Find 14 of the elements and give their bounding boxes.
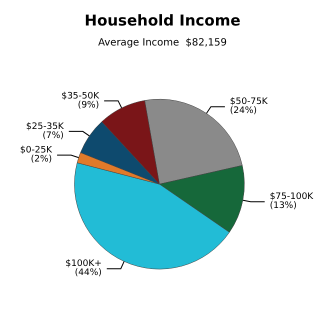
data-label: (9%) (78, 100, 100, 110)
chart-title: Household Income (84, 12, 240, 30)
slice-label: $35-50K (61, 91, 100, 102)
slice-label: $25-35K (26, 122, 65, 132)
data-label: (24%) (230, 106, 257, 116)
slice-label: $75-100K (270, 192, 314, 202)
slice-label: $100K+ (65, 259, 102, 270)
slice-label: $50-75K (230, 97, 269, 108)
chart-subtitle: Average Income $82,159 (98, 38, 227, 48)
data-label: (44%) (74, 268, 102, 278)
data-label: (7%) (42, 130, 64, 141)
data-label: (13%) (270, 201, 297, 212)
slice-label: $0-25K (20, 146, 54, 156)
data-label: (2%) (30, 154, 52, 165)
